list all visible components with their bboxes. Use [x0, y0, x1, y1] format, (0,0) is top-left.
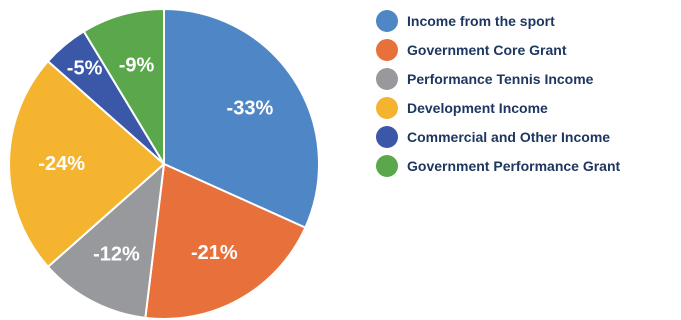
legend-item: Income from the sport: [376, 10, 620, 32]
pie-slice: [8, 60, 165, 268]
legend-item: Government Performance Grant: [376, 155, 620, 177]
legend-swatch: [376, 68, 398, 90]
pie-slice: [46, 163, 165, 319]
pie-slice-label: -5%: [67, 58, 103, 80]
pie-slice-label: -21%: [191, 242, 238, 264]
legend-item: Government Core Grant: [376, 39, 620, 61]
legend-swatch: [376, 39, 398, 61]
pie-slice-label: -12%: [93, 244, 140, 266]
legend-label: Commercial and Other Income: [407, 129, 611, 145]
legend-item: Performance Tennis Income: [376, 68, 620, 90]
pie-slice-label: -9%: [119, 55, 155, 77]
pie-slice-label: -24%: [38, 153, 85, 175]
pie-slice: [82, 8, 165, 165]
legend-label: Performance Tennis Income: [407, 71, 594, 87]
legend-item: Development Income: [376, 97, 620, 119]
legend-swatch: [376, 126, 398, 148]
pie-slices: [8, 8, 320, 320]
legend-label: Government Performance Grant: [407, 158, 621, 174]
pie-slice-labels: -33% -21% -12% -24% -5% -9%: [38, 55, 273, 266]
legend-swatch: [376, 155, 398, 177]
pie-slice: [144, 163, 307, 320]
pie-slice-label: -33%: [227, 98, 274, 120]
legend-swatch: [376, 97, 398, 119]
legend-label: Government Core Grant: [407, 42, 567, 58]
legend-label: Development Income: [407, 100, 548, 116]
legend-item: Commercial and Other Income: [376, 126, 620, 148]
legend-label: Income from the sport: [407, 13, 555, 29]
pie-slice: [163, 8, 320, 229]
legend-swatch: [376, 10, 398, 32]
legend: Income from the sport Government Core Gra…: [376, 10, 620, 184]
